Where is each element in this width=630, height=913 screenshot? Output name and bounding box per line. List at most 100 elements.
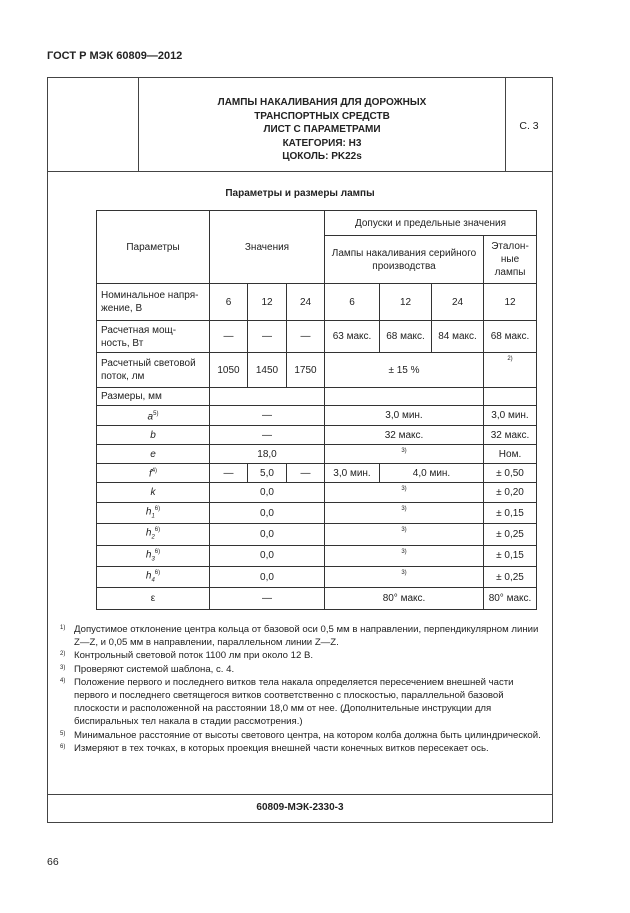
table-row: k 0,0 3) ± 0,20 <box>96 482 537 503</box>
table-row: Размеры, мм <box>96 387 537 406</box>
cell: 12 <box>247 283 287 321</box>
cell: 32 макс. <box>483 425 537 445</box>
footnote: 4) Положение первого и последнего витков … <box>60 676 514 728</box>
cell: ± 0,20 <box>483 482 537 503</box>
cell: 3) <box>324 482 484 503</box>
cell: 2) <box>483 352 537 388</box>
cell: — <box>209 405 325 426</box>
table-row: Расчетный световой поток, лм 1050 1450 1750… <box>96 352 537 388</box>
cell: ± 0,25 <box>483 565 537 589</box>
cell: 3) <box>324 565 484 589</box>
cell: h46) <box>96 565 210 589</box>
sheet-title: ЛАМПЫ НАКАЛИВАНИЯ ДЛЯ ДОРОЖНЫХ ТРАНСПОРТ… <box>139 96 505 164</box>
cell: 3) <box>324 501 484 525</box>
table-row: ε —80° макс. 80° макс. <box>96 587 537 611</box>
cell: ε <box>96 587 210 611</box>
cell: — <box>247 320 287 353</box>
cell: — <box>286 320 325 353</box>
table-row: h36) 0,0 3) ± 0,15 <box>96 544 537 567</box>
cell: 5,0 <box>247 463 287 483</box>
sheet-frame: ЛАМПЫ НАКАЛИВАНИЯ ДЛЯ ДОРОЖНЫХ ТРАНСПОРТ… <box>47 77 553 823</box>
cell: Расчетная мощ- ность, Вт <box>96 320 210 353</box>
table-row: b —32 макс. 32 макс. <box>96 425 537 445</box>
cell: 0,0 <box>209 544 325 567</box>
page-number: 66 <box>47 856 59 868</box>
cell: 18,0 <box>209 444 325 464</box>
cell: 1750 <box>286 352 325 388</box>
cell: ± 0,25 <box>483 523 537 546</box>
header-serial: Лампы накаливания серийного производства <box>324 235 484 284</box>
cell: 68 макс. <box>379 320 432 353</box>
cell: h36) <box>96 544 210 567</box>
title-line: ЛИСТ С ПАРАМЕТРАМИ <box>263 124 381 135</box>
table-row: h46) 0,0 3) ± 0,25 <box>96 565 537 589</box>
cell: 3,0 мин. <box>324 405 484 426</box>
sheet-number: С. 3 <box>519 120 539 132</box>
cell: 0,0 <box>209 501 325 525</box>
cell: 6 <box>324 283 380 321</box>
cell: ± 0,15 <box>483 501 537 525</box>
cell: 3,0 мин. <box>483 405 537 426</box>
table-row: f4) —5,0—3,0 мин. 4,0 мин. ± 0,50 <box>96 463 537 483</box>
cell: — <box>209 587 325 611</box>
title-line: ТРАНСПОРТНЫХ СРЕДСТВ <box>254 110 390 122</box>
cell: 0,0 <box>209 482 325 503</box>
table-row: Расчетная мощ- ность, Вт — — —63 макс. 68 ма… <box>96 320 537 353</box>
cell: — <box>209 463 248 483</box>
table-title: Параметры и размеры лампы <box>225 188 375 199</box>
cell: 4,0 мин. <box>379 463 484 483</box>
parameters-table: Параметры Значения Допуски и предельные зн… <box>96 210 537 611</box>
cell: 32 макс. <box>324 425 484 445</box>
cell: b <box>96 425 210 445</box>
header-params: Параметры <box>96 210 210 284</box>
cell: ± 0,50 <box>483 463 537 483</box>
cell: Номинальное напря- жение, В <box>96 283 210 321</box>
cell: ± 15 % <box>324 352 484 388</box>
cell: k <box>96 482 210 503</box>
footnote: 2) Контрольный световой поток 1100 лм при… <box>60 650 314 662</box>
cell: h16) <box>96 501 210 525</box>
footnote: 3) Проверяют системой шаблона, с. 4. <box>60 663 235 675</box>
cell: 84 макс. <box>431 320 484 353</box>
title-block: ЛАМПЫ НАКАЛИВАНИЯ ДЛЯ ДОРОЖНЫХ ТРАНСПОРТ… <box>48 78 552 172</box>
cell: 3,0 мин. <box>324 463 380 483</box>
title-line: ЛАМПЫ НАКАЛИВАНИЯ ДЛЯ ДОРОЖНЫХ <box>217 97 427 108</box>
cell: 24 <box>431 283 484 321</box>
table-row: Номинальное напря- жение, В 6 12 24 6 12 24 12 <box>96 283 537 321</box>
cell: 12 <box>379 283 432 321</box>
cell: — <box>209 425 325 445</box>
header-values: Значения <box>209 210 325 284</box>
table-row: h16) 0,0 3) ± 0,15 <box>96 501 537 525</box>
cell: 80° макс. <box>324 587 484 611</box>
table-row: e 18,0 3) Ном. <box>96 444 537 464</box>
cell: Ном. <box>483 444 537 464</box>
cell: 3) <box>324 544 484 567</box>
cell: 1050 <box>209 352 248 388</box>
footnote: 6) Измеряют в тех точках, в которых проек… <box>60 742 489 754</box>
cell: 63 макс. <box>324 320 380 353</box>
cell: f4) <box>96 463 210 483</box>
title-line: ЦОКОЛЬ: PK22s <box>282 151 362 162</box>
cell: 3) <box>324 444 484 464</box>
cell: a5) <box>96 405 210 426</box>
cell: 0,0 <box>209 523 325 546</box>
cell: e <box>96 444 210 464</box>
cell: 0,0 <box>209 565 325 589</box>
cell: — <box>209 320 248 353</box>
cell: h26) <box>96 523 210 546</box>
sheet-code: 60809-МЭК-2330-3 <box>256 802 344 813</box>
cell: 80° макс. <box>483 587 537 611</box>
cell: 6 <box>209 283 248 321</box>
cell: Расчетный световой поток, лм <box>96 352 210 388</box>
footnote: 5) Минимальное расстояние от высоты свето… <box>60 729 541 741</box>
footnotes: 1) Допустимое отклонение центра кольца от… <box>60 623 544 755</box>
table-row: h26) 0,0 3) ± 0,25 <box>96 523 537 546</box>
cell: ± 0,15 <box>483 544 537 567</box>
cell: 24 <box>286 283 325 321</box>
table-row: a5) —3,0 мин. 3,0 мин. <box>96 405 537 426</box>
standard-header: ГОСТ Р МЭК 60809—2012 <box>47 50 183 62</box>
footnote: 1) Допустимое отклонение центра кольца от… <box>60 624 539 649</box>
header-reference: Эталон- ные лампы <box>483 235 537 284</box>
cell: — <box>286 463 325 483</box>
